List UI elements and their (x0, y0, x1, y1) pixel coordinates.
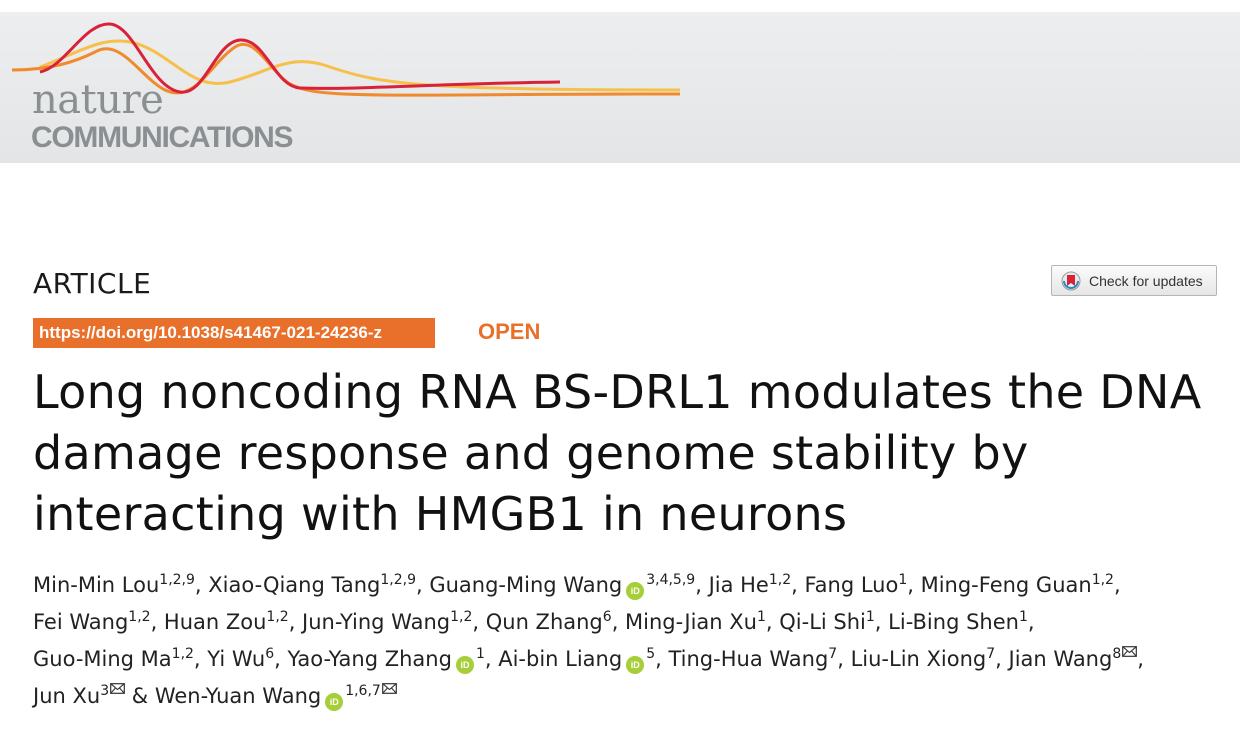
author-name[interactable]: Guang-Ming Wang (429, 573, 623, 597)
affiliation-ref[interactable]: 1 (756, 609, 766, 625)
logo-nature-text: nature (32, 77, 164, 123)
author-name[interactable]: Jia He (708, 573, 769, 597)
affiliation-ref[interactable]: 7 (986, 646, 996, 662)
orcid-icon[interactable]: iD (455, 656, 474, 674)
author-name[interactable]: Yao-Yang Zhang (287, 647, 452, 671)
affiliation-ref[interactable]: 8 (1112, 646, 1122, 662)
affiliation-ref[interactable]: 7 (828, 646, 838, 662)
author-name[interactable]: Liu-Lin Xiong (850, 647, 987, 671)
author-entry: Qi-Li Shi1 (779, 610, 875, 634)
author-name[interactable]: Ai-bin Liang (498, 647, 623, 671)
author-name[interactable]: Jian Wang (1008, 647, 1113, 671)
article-type-label: ARTICLE (33, 267, 152, 300)
affiliation-ref[interactable]: 1 (865, 609, 875, 625)
title-line: interacting with HMGB1 in neurons (33, 487, 848, 541)
affiliation-ref[interactable]: 6 (602, 609, 612, 625)
article-title: Long noncoding RNA BS-DRL1 modulates the… (33, 362, 1233, 545)
affiliation-ref[interactable]: 5 (646, 646, 656, 662)
envelope-icon[interactable] (110, 683, 126, 694)
open-access-label: OPEN (478, 319, 541, 344)
author-entry: Ai-bin Liang iD5 (498, 646, 656, 674)
author-name[interactable]: Ting-Hua Wang (668, 647, 829, 671)
affiliation-ref[interactable]: 1,6,7 (345, 683, 381, 699)
author-entry: Jia He1,2 (709, 573, 792, 597)
affiliation-ref[interactable]: 1,2,9 (159, 572, 195, 588)
envelope-icon[interactable] (1122, 646, 1138, 657)
author-entry: Min-Min Lou1,2,9 (33, 573, 195, 597)
title-line: Long noncoding RNA BS-DRL1 modulates the… (33, 365, 1202, 419)
author-entry: Jun Xu3 (33, 683, 126, 708)
envelope-icon[interactable] (381, 683, 397, 694)
author-name[interactable]: Qun Zhang (485, 610, 603, 634)
author-entry: Huan Zou1,2 (164, 610, 289, 634)
affiliation-ref[interactable]: 1,2 (450, 609, 473, 625)
author-entry: Ting-Hua Wang7 (668, 647, 837, 671)
journal-banner[interactable]: nature COMMUNICATIONS (0, 12, 1240, 163)
author-line: Fei Wang1,2, Huan Zou1,2, Jun-Ying Wang1… (33, 609, 1035, 634)
affiliation-ref[interactable]: 1,2,9 (380, 572, 416, 588)
affiliation-ref[interactable]: 1,2 (768, 572, 792, 588)
author-name[interactable]: Jun-Ying Wang (302, 610, 451, 634)
author-line: Guo-Ming Ma1,2, Yi Wu6, Yao-Yang Zhang iD… (33, 641, 1228, 678)
author-entry: Yi Wu6 (207, 647, 274, 671)
orcid-icon[interactable]: iD (626, 656, 645, 674)
wave-logo-graphic (11, 22, 681, 97)
author-entry: Ming-Jian Xu1 (625, 610, 766, 634)
affiliation-ref[interactable]: 1 (1018, 609, 1028, 625)
author-line: Min-Min Lou1,2,9, Xiao-Qiang Tang1,2,9, … (33, 567, 1228, 604)
author-name[interactable]: Fang Luo (804, 573, 899, 597)
author-name[interactable]: Fei Wang (33, 610, 129, 634)
author-name[interactable]: Jun Xu (33, 684, 101, 708)
doi-badge: https://doi.org/10.1038/s41467-021-24236… (33, 318, 435, 348)
author-name[interactable]: Min-Min Lou (33, 573, 160, 597)
affiliation-ref[interactable]: 1,2 (266, 609, 289, 625)
author-name[interactable]: Huan Zou (163, 610, 267, 634)
author-entry: Ming-Feng Guan1,2 (921, 573, 1114, 597)
author-name[interactable]: Ming-Jian Xu (625, 610, 757, 634)
affiliation-ref[interactable]: 6 (265, 646, 275, 662)
check-for-updates-button[interactable]: Check for updates (1051, 265, 1217, 296)
check-for-updates-label: Check for updates (1089, 272, 1203, 289)
affiliation-ref[interactable]: 1,2 (171, 646, 194, 662)
author-entry: Li-Bing Shen1 (888, 610, 1028, 634)
orcid-icon[interactable]: iD (325, 693, 344, 711)
logo-communications-text: COMMUNICATIONS (31, 121, 294, 154)
author-name[interactable]: Yi Wu (207, 647, 266, 671)
author-entry: Xiao-Qiang Tang1,2,9 (208, 573, 416, 597)
affiliation-ref[interactable]: 1,2 (1091, 572, 1114, 588)
author-name[interactable]: Xiao-Qiang Tang (208, 573, 381, 597)
author-entry: Jian Wang8 (1008, 646, 1138, 671)
author-name[interactable]: Ming-Feng Guan (920, 573, 1092, 597)
doi-link[interactable]: https://doi.org/10.1038/s41467-021-24236… (39, 323, 382, 342)
affiliation-ref[interactable]: 3,4,5,9 (646, 572, 696, 588)
author-entry: Guo-Ming Ma1,2 (33, 647, 194, 671)
affiliation-ref[interactable]: 1 (475, 646, 485, 662)
author-entry: Guang-Ming Wang iD3,4,5,9 (429, 572, 696, 600)
author-entry: Fang Luo1 (804, 573, 907, 597)
crossmark-icon (1061, 271, 1081, 290)
author-line: Jun Xu3 & Wen-Yuan Wang iD1,6,7 (33, 678, 1228, 715)
author-name[interactable]: Guo-Ming Ma (33, 647, 172, 671)
author-name[interactable]: Li-Bing Shen (888, 610, 1019, 634)
affiliation-ref[interactable]: 1 (898, 572, 908, 588)
author-list: Min-Min Lou1,2,9, Xiao-Qiang Tang1,2,9, … (33, 567, 1228, 715)
author-entry: Qun Zhang6 (486, 610, 612, 634)
affiliation-ref[interactable]: 1,2 (128, 609, 151, 625)
title-line: damage response and genome stability by (33, 426, 1029, 480)
author-name[interactable]: Qi-Li Shi (779, 610, 866, 634)
author-name[interactable]: Wen-Yuan Wang (154, 684, 322, 708)
orcid-icon[interactable]: iD (626, 582, 645, 600)
author-entry: Liu-Lin Xiong7 (851, 647, 996, 671)
author-entry: Jun-Ying Wang1,2 (302, 610, 472, 634)
affiliation-ref[interactable]: 3 (100, 683, 110, 699)
author-entry: Wen-Yuan Wang iD1,6,7 (154, 683, 397, 711)
author-entry: Fei Wang1,2 (33, 610, 151, 634)
author-entry: Yao-Yang Zhang iD1 (287, 646, 485, 674)
